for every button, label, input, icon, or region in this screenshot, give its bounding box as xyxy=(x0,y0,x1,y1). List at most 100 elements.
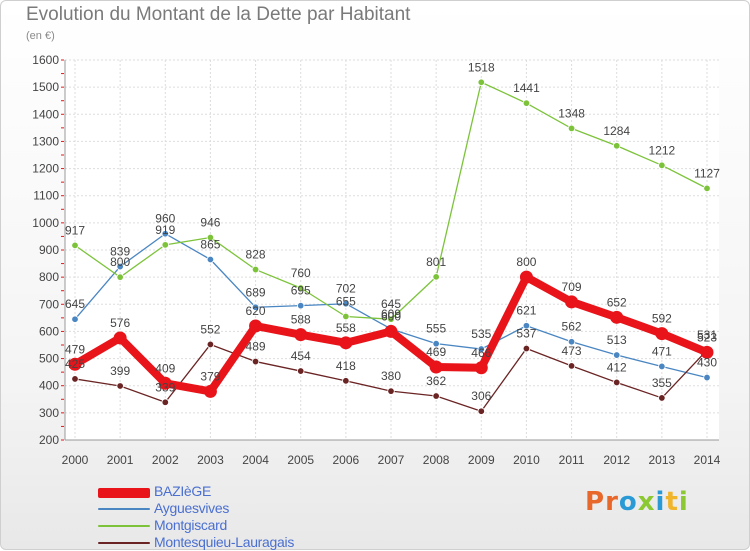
y-tick-label: 500 xyxy=(39,352,59,366)
data-point-montgiscard xyxy=(206,233,215,242)
y-tick-label: 400 xyxy=(39,379,59,393)
logo-letter: x xyxy=(637,487,656,517)
data-point-ayguesvives xyxy=(116,262,124,271)
y-tick-label: 700 xyxy=(39,297,59,311)
data-label-bazi-ge: 466 xyxy=(471,346,491,360)
y-tick-label: 1300 xyxy=(32,134,59,148)
legend: BAZIèGE Ayguesvives Montgiscard Montesquieu… xyxy=(98,483,398,551)
data-point-ayguesvives xyxy=(703,373,711,382)
data-point-ayguesvives xyxy=(477,345,485,353)
data-label-ayguesvives: 960 xyxy=(155,212,175,226)
data-label-bazi-ge: 576 xyxy=(110,316,130,330)
data-label-ayguesvives: 695 xyxy=(291,284,311,298)
data-label-montgiscard: 1441 xyxy=(513,81,540,95)
data-point-montgiscard xyxy=(703,184,711,193)
data-point-bazi-ge xyxy=(203,384,217,398)
logo-letter: t xyxy=(665,487,679,517)
data-point-montgiscard xyxy=(71,241,79,250)
data-point-montgiscard xyxy=(297,284,305,292)
proxiti-logo: Proxiti xyxy=(585,487,689,517)
legend-swatch xyxy=(98,488,150,498)
legend-item-ayguesvives: Ayguesvives xyxy=(98,500,398,517)
x-tick-label: 2003 xyxy=(197,453,224,467)
x-tick-label: 2001 xyxy=(107,453,134,467)
data-point-bazi-ge xyxy=(565,295,579,309)
data-point-montesquieu-lauragais xyxy=(477,407,485,415)
data-label-bazi-ge: 600 xyxy=(381,309,401,323)
data-point-montesquieu-lauragais xyxy=(297,367,305,375)
data-point-bazi-ge xyxy=(339,336,353,350)
data-point-montgiscard xyxy=(342,312,350,321)
y-tick-label: 1500 xyxy=(32,80,59,94)
data-label-bazi-ge: 469 xyxy=(426,345,446,359)
data-label-montgiscard: 801 xyxy=(426,255,446,269)
chart-title: Evolution du Montant de la Dette par Hab… xyxy=(26,4,411,25)
data-label-montesquieu-lauragais: 399 xyxy=(110,364,130,378)
data-label-montgiscard: 917 xyxy=(65,223,85,237)
data-point-bazi-ge xyxy=(158,376,172,390)
data-label-montgiscard: 946 xyxy=(200,216,220,230)
x-tick-label: 2011 xyxy=(559,453,585,467)
data-point-ayguesvives xyxy=(71,315,79,323)
x-tick-label: 2008 xyxy=(423,453,450,467)
data-label-montesquieu-lauragais: 425 xyxy=(65,357,85,371)
y-tick-label: 1400 xyxy=(32,107,59,121)
data-label-bazi-ge: 409 xyxy=(155,361,175,375)
data-point-bazi-ge xyxy=(474,361,488,375)
data-point-montgiscard xyxy=(477,78,485,86)
legend-label: Montesquieu-Lauragais xyxy=(154,534,295,550)
legend-label: Ayguesvives xyxy=(154,500,230,516)
data-point-ayguesvives xyxy=(658,362,666,371)
x-tick-label: 2012 xyxy=(603,453,630,467)
data-label-montesquieu-lauragais: 552 xyxy=(200,322,220,336)
data-label-bazi-ge: 479 xyxy=(65,342,85,356)
data-label-bazi-ge: 558 xyxy=(336,321,356,335)
data-point-ayguesvives xyxy=(251,303,260,311)
data-point-montesquieu-lauragais xyxy=(432,392,440,400)
data-point-montesquieu-lauragais xyxy=(342,377,350,385)
data-label-ayguesvives: 535 xyxy=(471,327,491,341)
data-label-ayguesvives: 865 xyxy=(200,238,220,252)
x-tick-label: 2009 xyxy=(468,453,495,467)
data-label-montesquieu-lauragais: 537 xyxy=(516,327,536,341)
y-tick-label: 1600 xyxy=(32,53,59,67)
data-label-montgiscard: 1348 xyxy=(558,106,585,120)
data-point-montesquieu-lauragais xyxy=(613,378,621,387)
data-point-montgiscard xyxy=(613,142,621,150)
data-point-montesquieu-lauragais xyxy=(658,394,666,402)
x-tick-label: 2005 xyxy=(287,453,314,467)
data-point-bazi-ge xyxy=(700,345,714,359)
data-point-bazi-ge xyxy=(429,360,443,374)
data-point-ayguesvives xyxy=(297,301,305,310)
data-label-bazi-ge: 652 xyxy=(607,295,627,309)
x-tick-label: 2006 xyxy=(333,453,360,467)
logo-letter: i xyxy=(678,487,689,517)
data-label-montgiscard: 760 xyxy=(291,266,311,280)
data-point-ayguesvives xyxy=(522,322,531,330)
legend-swatch xyxy=(98,525,150,527)
data-point-ayguesvives xyxy=(206,255,215,264)
legend-item-montgiscard: Montgiscard xyxy=(98,517,398,534)
y-tick-label: 900 xyxy=(39,243,59,257)
data-point-montgiscard xyxy=(161,241,169,249)
data-label-montgiscard: 645 xyxy=(381,297,401,311)
data-label-ayguesvives: 609 xyxy=(381,307,401,321)
x-tick-label: 2004 xyxy=(242,453,269,467)
data-point-montgiscard xyxy=(658,161,666,170)
y-tick-label: 1100 xyxy=(33,189,59,203)
data-label-montesquieu-lauragais: 355 xyxy=(652,376,672,390)
legend-label: Montgiscard xyxy=(154,517,227,533)
data-point-ayguesvives xyxy=(567,338,576,346)
data-point-bazi-ge xyxy=(384,324,398,338)
data-point-montesquieu-lauragais xyxy=(71,375,79,383)
data-label-bazi-ge: 588 xyxy=(291,313,311,327)
x-tick-label: 2007 xyxy=(378,453,405,467)
data-label-bazi-ge: 379 xyxy=(200,369,220,383)
data-label-ayguesvives: 555 xyxy=(426,322,446,336)
data-label-montesquieu-lauragais: 454 xyxy=(291,349,311,363)
data-label-montesquieu-lauragais: 531 xyxy=(697,328,717,342)
data-point-montesquieu-lauragais xyxy=(522,344,531,353)
y-tick-label: 800 xyxy=(39,270,59,284)
data-point-bazi-ge xyxy=(610,310,624,324)
